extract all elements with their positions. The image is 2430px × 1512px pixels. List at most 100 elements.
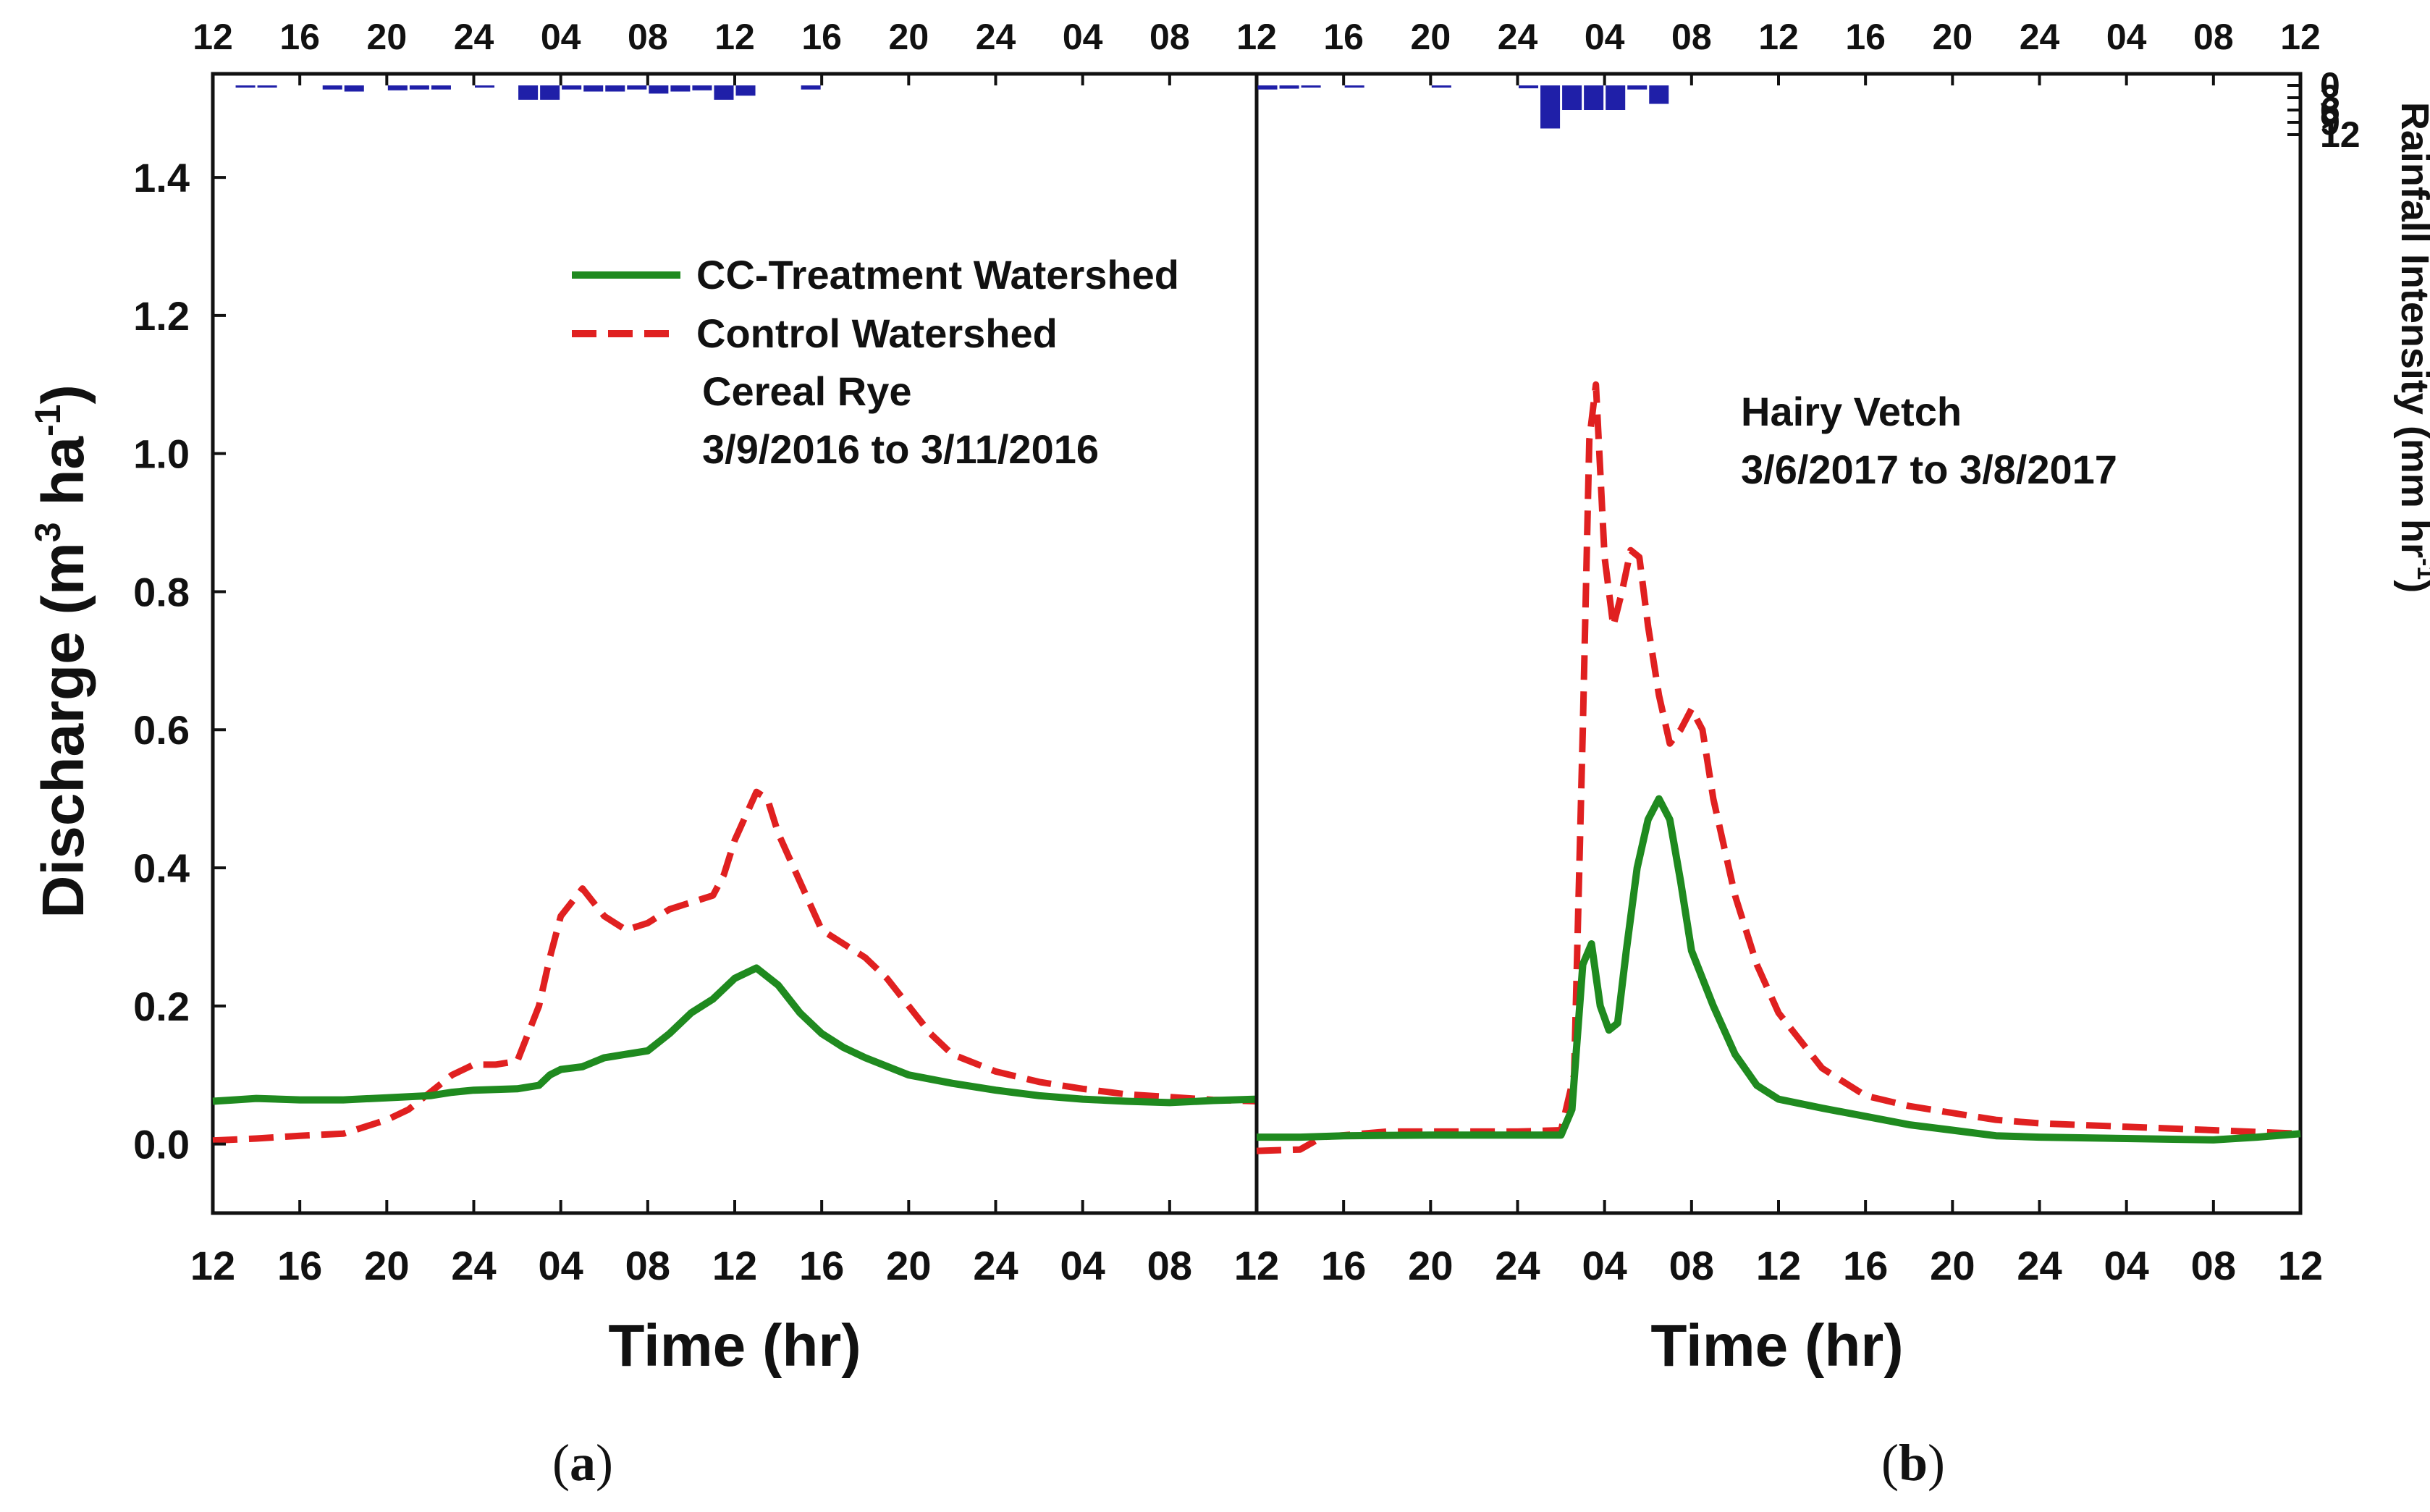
rainfall-tick-label: 6 bbox=[2320, 90, 2340, 130]
x-tick-label: 08 bbox=[625, 1243, 670, 1288]
panel-a-series bbox=[212, 788, 1257, 1144]
top-tick-label: 04 bbox=[2106, 17, 2147, 57]
legend-label-control: Control Watershed bbox=[696, 311, 1058, 356]
panel-a-y-axis: 0.0 0.2 0.4 0.6 0.8 1.0 1.2 1.4 bbox=[133, 155, 226, 1167]
rainfall-bar bbox=[1584, 85, 1604, 110]
annotation-crop-b: Hairy Vetch bbox=[1741, 389, 1962, 434]
top-tick-label: 16 bbox=[801, 17, 842, 57]
top-tick-label: 20 bbox=[367, 17, 408, 57]
top-tick-label: 16 bbox=[1845, 17, 1886, 57]
x-tick-label: 24 bbox=[1495, 1243, 1540, 1288]
top-tick-label: 04 bbox=[541, 17, 581, 57]
x-tick-label: 20 bbox=[1408, 1243, 1453, 1288]
x-tick-label: 04 bbox=[1582, 1243, 1627, 1288]
top-tick-label: 04 bbox=[1063, 17, 1103, 57]
legend: CC-Treatment Watershed Control Watershed bbox=[572, 252, 1179, 356]
x-tick-label: 16 bbox=[277, 1243, 322, 1288]
rainfall-bar bbox=[714, 85, 734, 100]
panel-b-frame bbox=[1254, 72, 2303, 1215]
top-tick-label: 16 bbox=[279, 17, 320, 57]
x-tick-label: 24 bbox=[973, 1243, 1018, 1288]
rainfall-bar bbox=[1606, 85, 1626, 110]
top-tick-label: 04 bbox=[1585, 17, 1625, 57]
rainfall-bar bbox=[562, 85, 582, 90]
top-tick-label: 12 bbox=[1758, 17, 1799, 57]
x-tick-label: 04 bbox=[1060, 1243, 1105, 1288]
rainfall-bar bbox=[1649, 85, 1669, 104]
y-tick-label: 0.0 bbox=[133, 1122, 190, 1167]
rainfall-axis-title: Rainfall Intensity (mm hr-1) bbox=[2393, 102, 2430, 593]
panel-b-series bbox=[1256, 381, 2301, 1154]
panel-a-x-axis: 12 16 20 24 04 08 12 16 20 24 04 08 12 bbox=[190, 1200, 1279, 1288]
top-tick-label: 24 bbox=[454, 17, 494, 57]
rainfall-bar bbox=[1562, 85, 1582, 110]
rainfall-bar bbox=[235, 85, 256, 88]
top-tick-label: 24 bbox=[976, 17, 1016, 57]
x-tick-label: 24 bbox=[451, 1243, 496, 1288]
rainfall-bar bbox=[583, 85, 604, 92]
y-tick-label: 0.2 bbox=[133, 984, 190, 1029]
top-tick-label: 24 bbox=[1498, 17, 1538, 57]
rainfall-tick-label: 12 bbox=[2320, 114, 2361, 155]
top-tick-label: 24 bbox=[2020, 17, 2060, 57]
top-tick-label: 12 bbox=[193, 17, 233, 57]
panel-b-rainfall-bars bbox=[1257, 85, 1669, 129]
x-tick-label: 16 bbox=[1321, 1243, 1366, 1288]
panel-a-frame bbox=[211, 72, 1259, 1215]
rainfall-bar bbox=[1257, 85, 1278, 90]
x-tick-label: 12 bbox=[1234, 1243, 1279, 1288]
top-tick-label: 12 bbox=[2280, 17, 2321, 57]
rainfall-tick-label: 9 bbox=[2320, 102, 2340, 143]
x-tick-label: 20 bbox=[364, 1243, 409, 1288]
rainfall-bar bbox=[431, 85, 451, 90]
x-tick-label: 20 bbox=[1930, 1243, 1975, 1288]
top-tick-label: 08 bbox=[1149, 17, 1190, 57]
panel-b-x-axis: 12 16 20 24 04 08 12 16 20 24 04 08 12 bbox=[1234, 1200, 2323, 1288]
x-tick-label: 16 bbox=[799, 1243, 844, 1288]
top-tick-label: 08 bbox=[2193, 17, 2234, 57]
y-tick-label: 0.6 bbox=[133, 707, 190, 753]
rainfall-bar bbox=[735, 85, 756, 96]
rainfall-bar bbox=[518, 85, 539, 100]
panel-b-top-axis: 12 16 20 24 04 08 12 16 20 24 04 08 12 bbox=[1236, 17, 2321, 85]
panel-a-rainfall-bars bbox=[235, 85, 821, 100]
x-axis-title-a: Time (hr) bbox=[608, 1313, 861, 1379]
x-tick-label: 08 bbox=[2191, 1243, 2236, 1288]
y-tick-label: 0.8 bbox=[133, 569, 190, 614]
rainfall-bar bbox=[257, 85, 277, 88]
top-tick-label: 20 bbox=[1411, 17, 1451, 57]
x-tick-label: 12 bbox=[1234, 1243, 1279, 1288]
x-tick-label: 20 bbox=[886, 1243, 931, 1288]
rainfall-tick-label: 3 bbox=[2320, 77, 2340, 118]
y-tick-label: 1.4 bbox=[133, 155, 190, 200]
panel-label-b: (b) bbox=[1881, 1434, 1945, 1492]
rainfall-bar bbox=[1431, 85, 1451, 88]
x-tick-label: 04 bbox=[539, 1243, 583, 1288]
legend-label-treatment: CC-Treatment Watershed bbox=[696, 252, 1179, 297]
rainfall-bar bbox=[1301, 85, 1321, 88]
panel-b: 12 16 20 24 04 08 12 16 20 24 04 08 12 12 16 20 24 04 08 1… bbox=[1234, 17, 2430, 1492]
y-tick-label: 1.0 bbox=[133, 431, 190, 477]
x-tick-label: 08 bbox=[1147, 1243, 1192, 1288]
rainfall-bar bbox=[322, 85, 342, 90]
rainfall-bar bbox=[1627, 85, 1648, 90]
panel-label-a: (a) bbox=[552, 1434, 613, 1492]
annotation-dates-b: 3/6/2017 to 3/8/2017 bbox=[1741, 447, 2117, 492]
panel-a: 0.00.20.40.60.81.01.21.4 12 16 20 24 04 08 12 1… bbox=[28, 17, 1279, 1492]
x-axis-title-b: Time (hr) bbox=[1650, 1313, 1903, 1379]
x-tick-label: 08 bbox=[1669, 1243, 1714, 1288]
top-tick-label: 12 bbox=[1236, 17, 1277, 57]
rainfall-bar bbox=[540, 85, 560, 100]
x-tick-label: 24 bbox=[2017, 1243, 2062, 1288]
top-tick-label: 12 bbox=[1236, 17, 1277, 57]
rainfall-bar bbox=[344, 85, 364, 92]
annotation-crop-a: Cereal Rye bbox=[702, 368, 912, 414]
y-tick-label: 0.4 bbox=[133, 845, 190, 891]
y-axis-title: Discharge (m3 ha-1) bbox=[28, 384, 96, 918]
x-tick-label: 04 bbox=[2104, 1243, 2149, 1288]
rainfall-bar bbox=[1540, 85, 1561, 129]
rainfall-bar bbox=[692, 85, 712, 90]
top-tick-label: 20 bbox=[889, 17, 929, 57]
